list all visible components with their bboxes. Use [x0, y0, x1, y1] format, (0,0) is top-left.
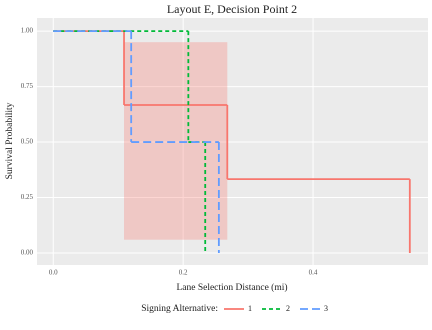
chart-title: Layout E, Decision Point 2	[167, 2, 297, 16]
confidence-band	[124, 42, 228, 240]
legend-label: 3	[324, 304, 328, 313]
legend-label: 1	[248, 304, 252, 313]
x-tick-label: 0.4	[309, 269, 318, 277]
x-tick-label: 0.0	[49, 269, 58, 277]
y-axis-title: Survival Probability	[5, 102, 15, 179]
y-tick-label: 0.25	[21, 193, 34, 201]
x-axis-title: Lane Selection Distance (mi)	[176, 282, 287, 293]
x-tick-label: 0.2	[179, 269, 188, 277]
y-tick-label: 0.50	[21, 138, 34, 146]
y-tick-label: 0.00	[21, 249, 34, 257]
legend-label: 2	[286, 304, 290, 313]
legend-title: Signing Alternative:	[141, 304, 218, 314]
y-tick-label: 0.75	[21, 82, 34, 90]
plot-panel	[37, 18, 428, 265]
y-tick-label: 1.00	[21, 27, 34, 35]
